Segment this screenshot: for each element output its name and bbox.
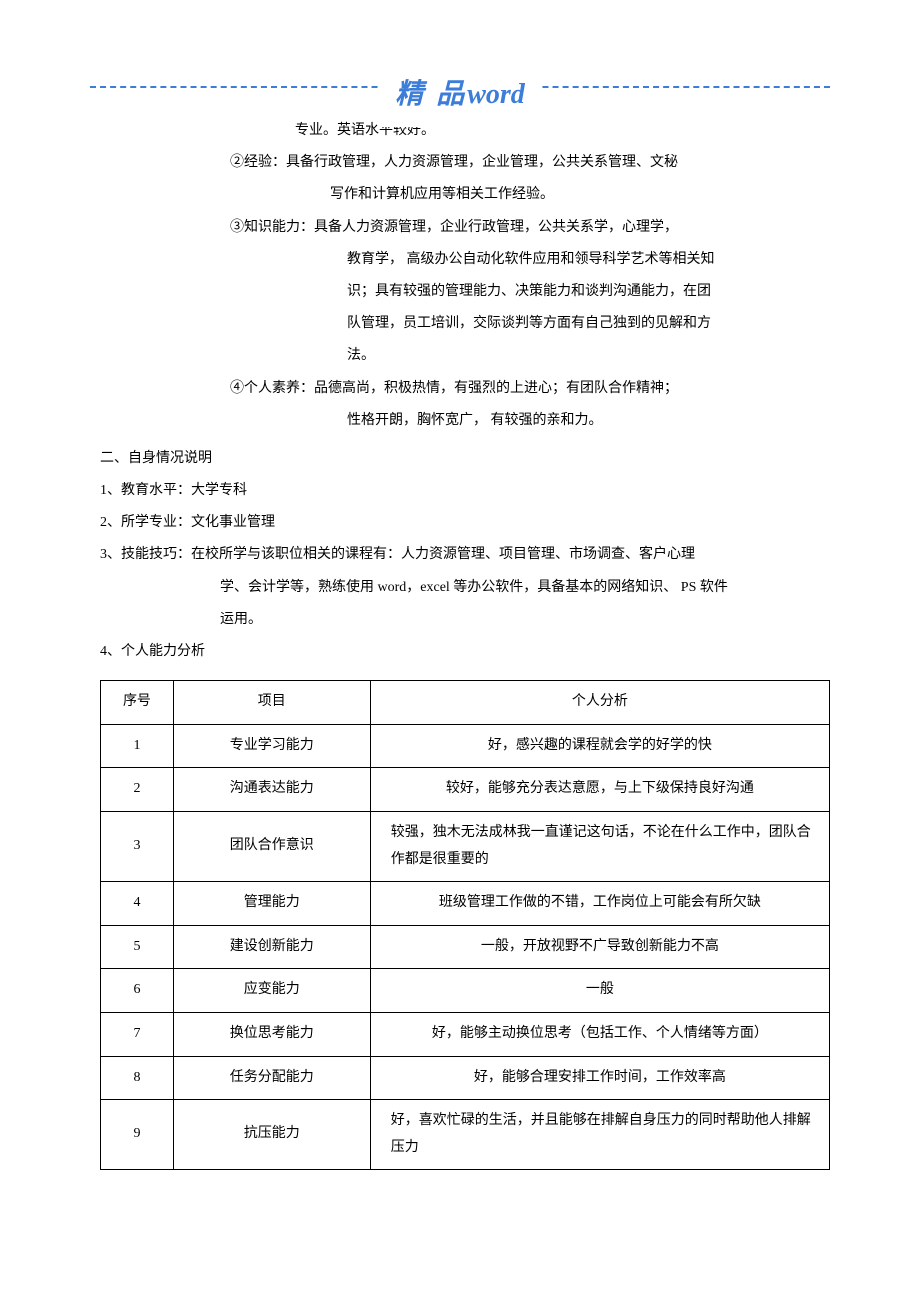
cell-index: 9 xyxy=(101,1100,174,1170)
cell-analysis: 一般 xyxy=(370,969,829,1013)
cell-item: 管理能力 xyxy=(173,882,370,926)
table-row: 5 建设创新能力 一般，开放视野不广导致创新能力不高 xyxy=(101,925,830,969)
cell-analysis: 好，能够主动换位思考（包括工作、个人情绪等方面） xyxy=(370,1012,829,1056)
cell-item: 建设创新能力 xyxy=(173,925,370,969)
body-item-quality: ④个人素养：品德高尚，积极热情，有强烈的上进心；有团队合作精神； xyxy=(100,373,830,405)
body-item-knowledge-b: 教育学， 高级办公自动化软件应用和领导科学艺术等相关知 xyxy=(100,244,830,276)
cell-item: 沟通表达能力 xyxy=(173,768,370,812)
analysis-title: 4、个人能力分析 xyxy=(100,636,830,668)
document-content: 专业。英语水平较好。 ②经验：具备行政管理，人力资源管理，企业管理，公共关系管理… xyxy=(100,115,830,1170)
skills-a: 3、技能技巧：在校所学与该职位相关的课程有：人力资源管理、项目管理、市场调查、客… xyxy=(100,539,830,571)
major: 2、所学专业：文化事业管理 xyxy=(100,507,830,539)
cell-index: 2 xyxy=(101,768,174,812)
cell-index: 7 xyxy=(101,1012,174,1056)
cell-item: 专业学习能力 xyxy=(173,724,370,768)
skills-c: 运用。 xyxy=(100,604,830,636)
cell-item: 抗压能力 xyxy=(173,1100,370,1170)
skills-b: 学、会计学等，熟练使用 word，excel 等办公软件，具备基本的网络知识、 … xyxy=(100,572,830,604)
text-quality: 品德高尚，积极热情，有强烈的上进心；有团队合作精神； xyxy=(314,381,678,396)
cell-analysis: 好，喜欢忙碌的生活，并且能够在排解自身压力的同时帮助他人排解压力 xyxy=(370,1100,829,1170)
cell-index: 4 xyxy=(101,882,174,926)
cell-item: 团队合作意识 xyxy=(173,811,370,881)
cell-analysis: 较好，能够充分表达意愿，与上下级保持良好沟通 xyxy=(370,768,829,812)
cell-analysis: 班级管理工作做的不错，工作岗位上可能会有所欠缺 xyxy=(370,882,829,926)
body-item-knowledge-c: 识；具有较强的管理能力、决策能力和谈判沟通能力，在团 xyxy=(100,276,830,308)
text-experience: 具备行政管理，人力资源管理，企业管理，公共关系管理、文秘 xyxy=(286,155,678,170)
cell-analysis: 一般，开放视野不广导致创新能力不高 xyxy=(370,925,829,969)
table-row: 3 团队合作意识 较强，独木无法成林我一直谨记这句话，不论在什么工作中，团队合作… xyxy=(101,811,830,881)
body-item-knowledge-d: 队管理，员工培训，交际谈判等方面有自己独到的见解和方 xyxy=(100,308,830,340)
label-knowledge: ③知识能力： xyxy=(230,220,314,235)
body-item-experience: ②经验：具备行政管理，人力资源管理，企业管理，公共关系管理、文秘 xyxy=(100,147,830,179)
section-2: 二、自身情况说明 1、教育水平：大学专科 2、所学专业：文化事业管理 3、技能技… xyxy=(100,443,830,668)
label-quality: ④个人素养： xyxy=(230,381,314,396)
body-item-knowledge: ③知识能力：具备人力资源管理，企业行政管理，公共关系学，心理学， xyxy=(100,212,830,244)
th-item: 项目 xyxy=(173,681,370,725)
table-row: 7 换位思考能力 好，能够主动换位思考（包括工作、个人情绪等方面） xyxy=(101,1012,830,1056)
cell-analysis: 好，能够合理安排工作时间，工作效率高 xyxy=(370,1056,829,1100)
body-item-knowledge-e: 法。 xyxy=(100,340,830,372)
text-knowledge: 具备人力资源管理，企业行政管理，公共关系学，心理学， xyxy=(314,220,678,235)
table-row: 9 抗压能力 好，喜欢忙碌的生活，并且能够在排解自身压力的同时帮助他人排解压力 xyxy=(101,1100,830,1170)
header-title-en: word xyxy=(467,79,525,110)
th-index: 序号 xyxy=(101,681,174,725)
body-item-quality-b: 性格开朗，胸怀宽广， 有较强的亲和力。 xyxy=(100,405,830,437)
header-title-cn: 精 品 xyxy=(395,79,467,110)
label-experience: ②经验： xyxy=(230,155,286,170)
cell-index: 8 xyxy=(101,1056,174,1100)
cell-index: 1 xyxy=(101,724,174,768)
table-header-row: 序号 项目 个人分析 xyxy=(101,681,830,725)
cell-index: 5 xyxy=(101,925,174,969)
table-row: 8 任务分配能力 好，能够合理安排工作时间，工作效率高 xyxy=(101,1056,830,1100)
th-analysis: 个人分析 xyxy=(370,681,829,725)
table-row: 1 专业学习能力 好，感兴趣的课程就会学的好学的快 xyxy=(101,724,830,768)
ability-analysis-table: 序号 项目 个人分析 1 专业学习能力 好，感兴趣的课程就会学的好学的快 2 沟… xyxy=(100,680,830,1170)
cell-item: 任务分配能力 xyxy=(173,1056,370,1100)
cell-index: 3 xyxy=(101,811,174,881)
cell-analysis: 好，感兴趣的课程就会学的好学的快 xyxy=(370,724,829,768)
table-row: 4 管理能力 班级管理工作做的不错，工作岗位上可能会有所欠缺 xyxy=(101,882,830,926)
section-2-title: 二、自身情况说明 xyxy=(100,443,830,475)
education-level: 1、教育水平：大学专科 xyxy=(100,475,830,507)
cell-item: 应变能力 xyxy=(173,969,370,1013)
cell-index: 6 xyxy=(101,969,174,1013)
table-row: 6 应变能力 一般 xyxy=(101,969,830,1013)
cell-item: 换位思考能力 xyxy=(173,1012,370,1056)
table-row: 2 沟通表达能力 较好，能够充分表达意愿，与上下级保持良好沟通 xyxy=(101,768,830,812)
header-title: 精 品word xyxy=(380,63,540,127)
body-item-experience-cont: 写作和计算机应用等相关工作经验。 xyxy=(100,179,830,211)
cell-analysis: 较强，独木无法成林我一直谨记这句话，不论在什么工作中，团队合作都是很重要的 xyxy=(370,811,829,881)
